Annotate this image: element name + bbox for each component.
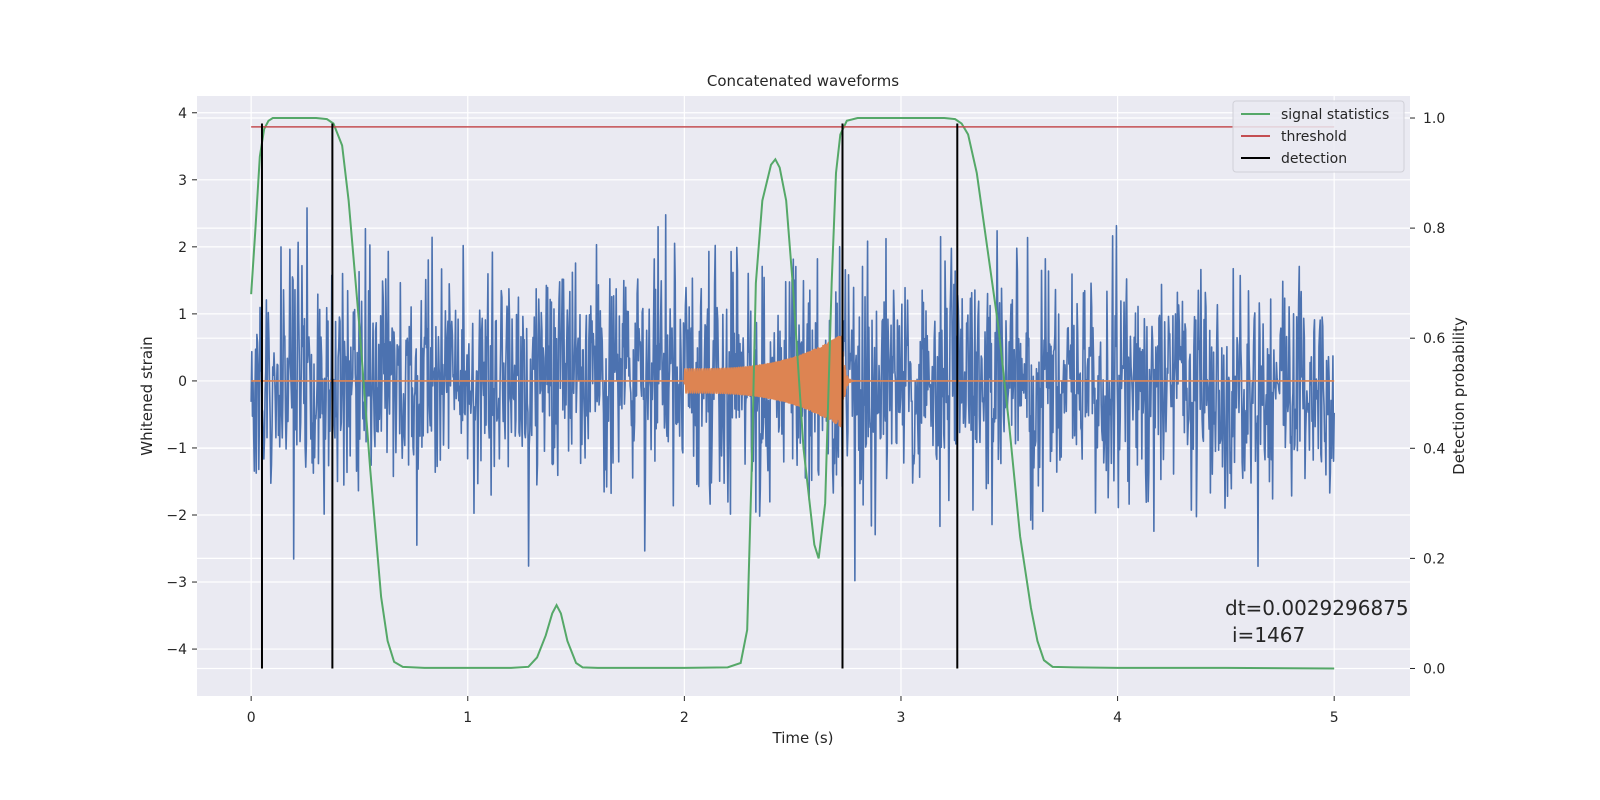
series-template-line (251, 333, 1335, 428)
legend-label-signal-statistics: signal statistics (1281, 107, 1389, 123)
y2-tick-label: 0.8 (1423, 221, 1445, 237)
y-tick-label: 3 (178, 173, 187, 189)
annotation-dt: dt=0.0029296875 (1225, 596, 1409, 620)
y-tick-label: −3 (166, 575, 187, 591)
y-tick-label: −2 (166, 508, 187, 524)
x-tick-label: 0 (247, 710, 256, 726)
x-tick-label: 3 (897, 710, 906, 726)
x-tick-label: 2 (680, 710, 689, 726)
series-whitened-strain-line (250, 207, 1335, 582)
y-tick-label: 0 (178, 374, 187, 390)
annotation-index: i=1467 (1232, 623, 1305, 647)
detection-lines (260, 123, 959, 669)
y-axis-ticks: −4 −3 −2 −1 0 1 2 3 4 (166, 106, 197, 658)
x-axis-ticks: 0 1 2 3 4 5 (247, 696, 1339, 726)
y2-tick-label: 0.2 (1423, 551, 1445, 567)
y-tick-label: 1 (178, 307, 187, 323)
legend-label-threshold: threshold (1281, 129, 1347, 145)
y2-tick-label: 0.6 (1423, 331, 1445, 347)
y2-tick-label: 1.0 (1423, 111, 1445, 127)
x-axis-label: Time (s) (772, 729, 834, 747)
legend-label-detection: detection (1281, 151, 1347, 167)
legend-box (1232, 100, 1405, 173)
y-tick-label: 2 (178, 240, 187, 256)
y-tick-label: −1 (166, 441, 187, 457)
y2-axis-label: Detection probability (1450, 317, 1468, 475)
series-signal-statistics-line (250, 117, 1335, 670)
y2-tick-label: 0.4 (1423, 441, 1445, 457)
y2-tick-label: 0.0 (1423, 661, 1445, 677)
plot-area (250, 117, 1335, 670)
y2-axis-ticks: 0.0 0.2 0.4 0.6 0.8 1.0 (1410, 111, 1445, 677)
legend: signal statistics threshold detection (1232, 100, 1405, 173)
y-tick-label: −4 (166, 642, 187, 658)
x-tick-label: 1 (463, 710, 472, 726)
x-tick-label: 5 (1330, 710, 1339, 726)
chart-title: Concatenated waveforms (707, 72, 899, 90)
y-tick-label: 4 (178, 106, 187, 122)
y-axis-label: Whitened strain (138, 336, 156, 455)
x-tick-label: 4 (1113, 710, 1122, 726)
